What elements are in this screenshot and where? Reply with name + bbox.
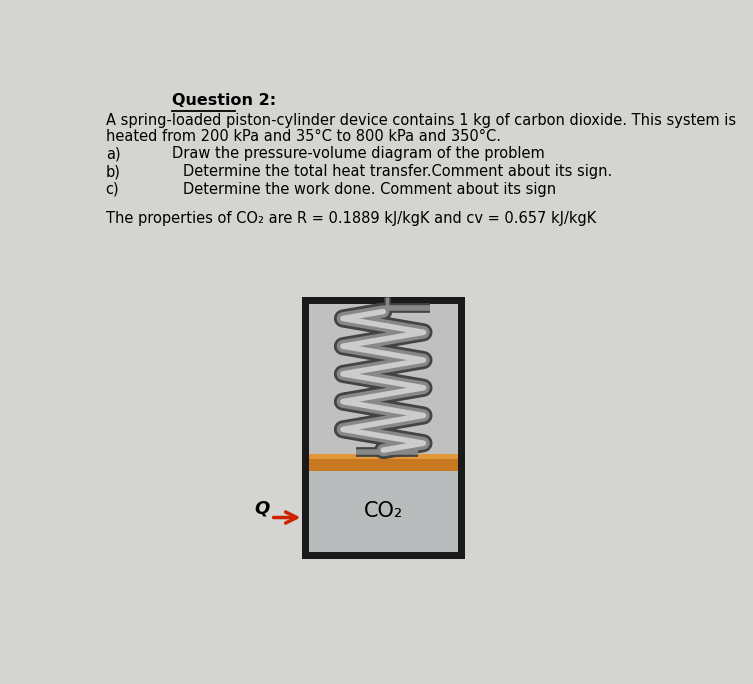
Text: Determine the work done. Comment about its sign: Determine the work done. Comment about i…	[183, 182, 556, 197]
Text: Determine the total heat transfer.Comment about its sign.: Determine the total heat transfer.Commen…	[183, 164, 612, 179]
Text: Q: Q	[254, 499, 269, 517]
Bar	[309, 304, 458, 552]
Text: heated from 200 kPa and 35°C to 800 kPa and 350°C.: heated from 200 kPa and 35°C to 800 kPa …	[105, 129, 501, 144]
Text: Question 2:: Question 2:	[172, 93, 276, 108]
Text: a): a)	[105, 146, 120, 161]
Bar	[302, 297, 465, 559]
Text: A spring-loaded piston-cylinder device contains 1 kg of carbon dioxide. This sys: A spring-loaded piston-cylinder device c…	[105, 114, 736, 129]
Text: Draw the pressure-volume diagram of the problem: Draw the pressure-volume diagram of the …	[172, 146, 544, 161]
Text: c): c)	[105, 182, 120, 197]
Bar	[309, 471, 458, 552]
Bar	[309, 454, 458, 458]
Text: The properties of CO₂ are R = 0.1889 kJ/kgK and cv = 0.657 kJ/kgK: The properties of CO₂ are R = 0.1889 kJ/…	[105, 211, 596, 226]
Text: b): b)	[105, 164, 120, 179]
Bar	[309, 454, 458, 471]
Text: CO₂: CO₂	[364, 501, 403, 521]
